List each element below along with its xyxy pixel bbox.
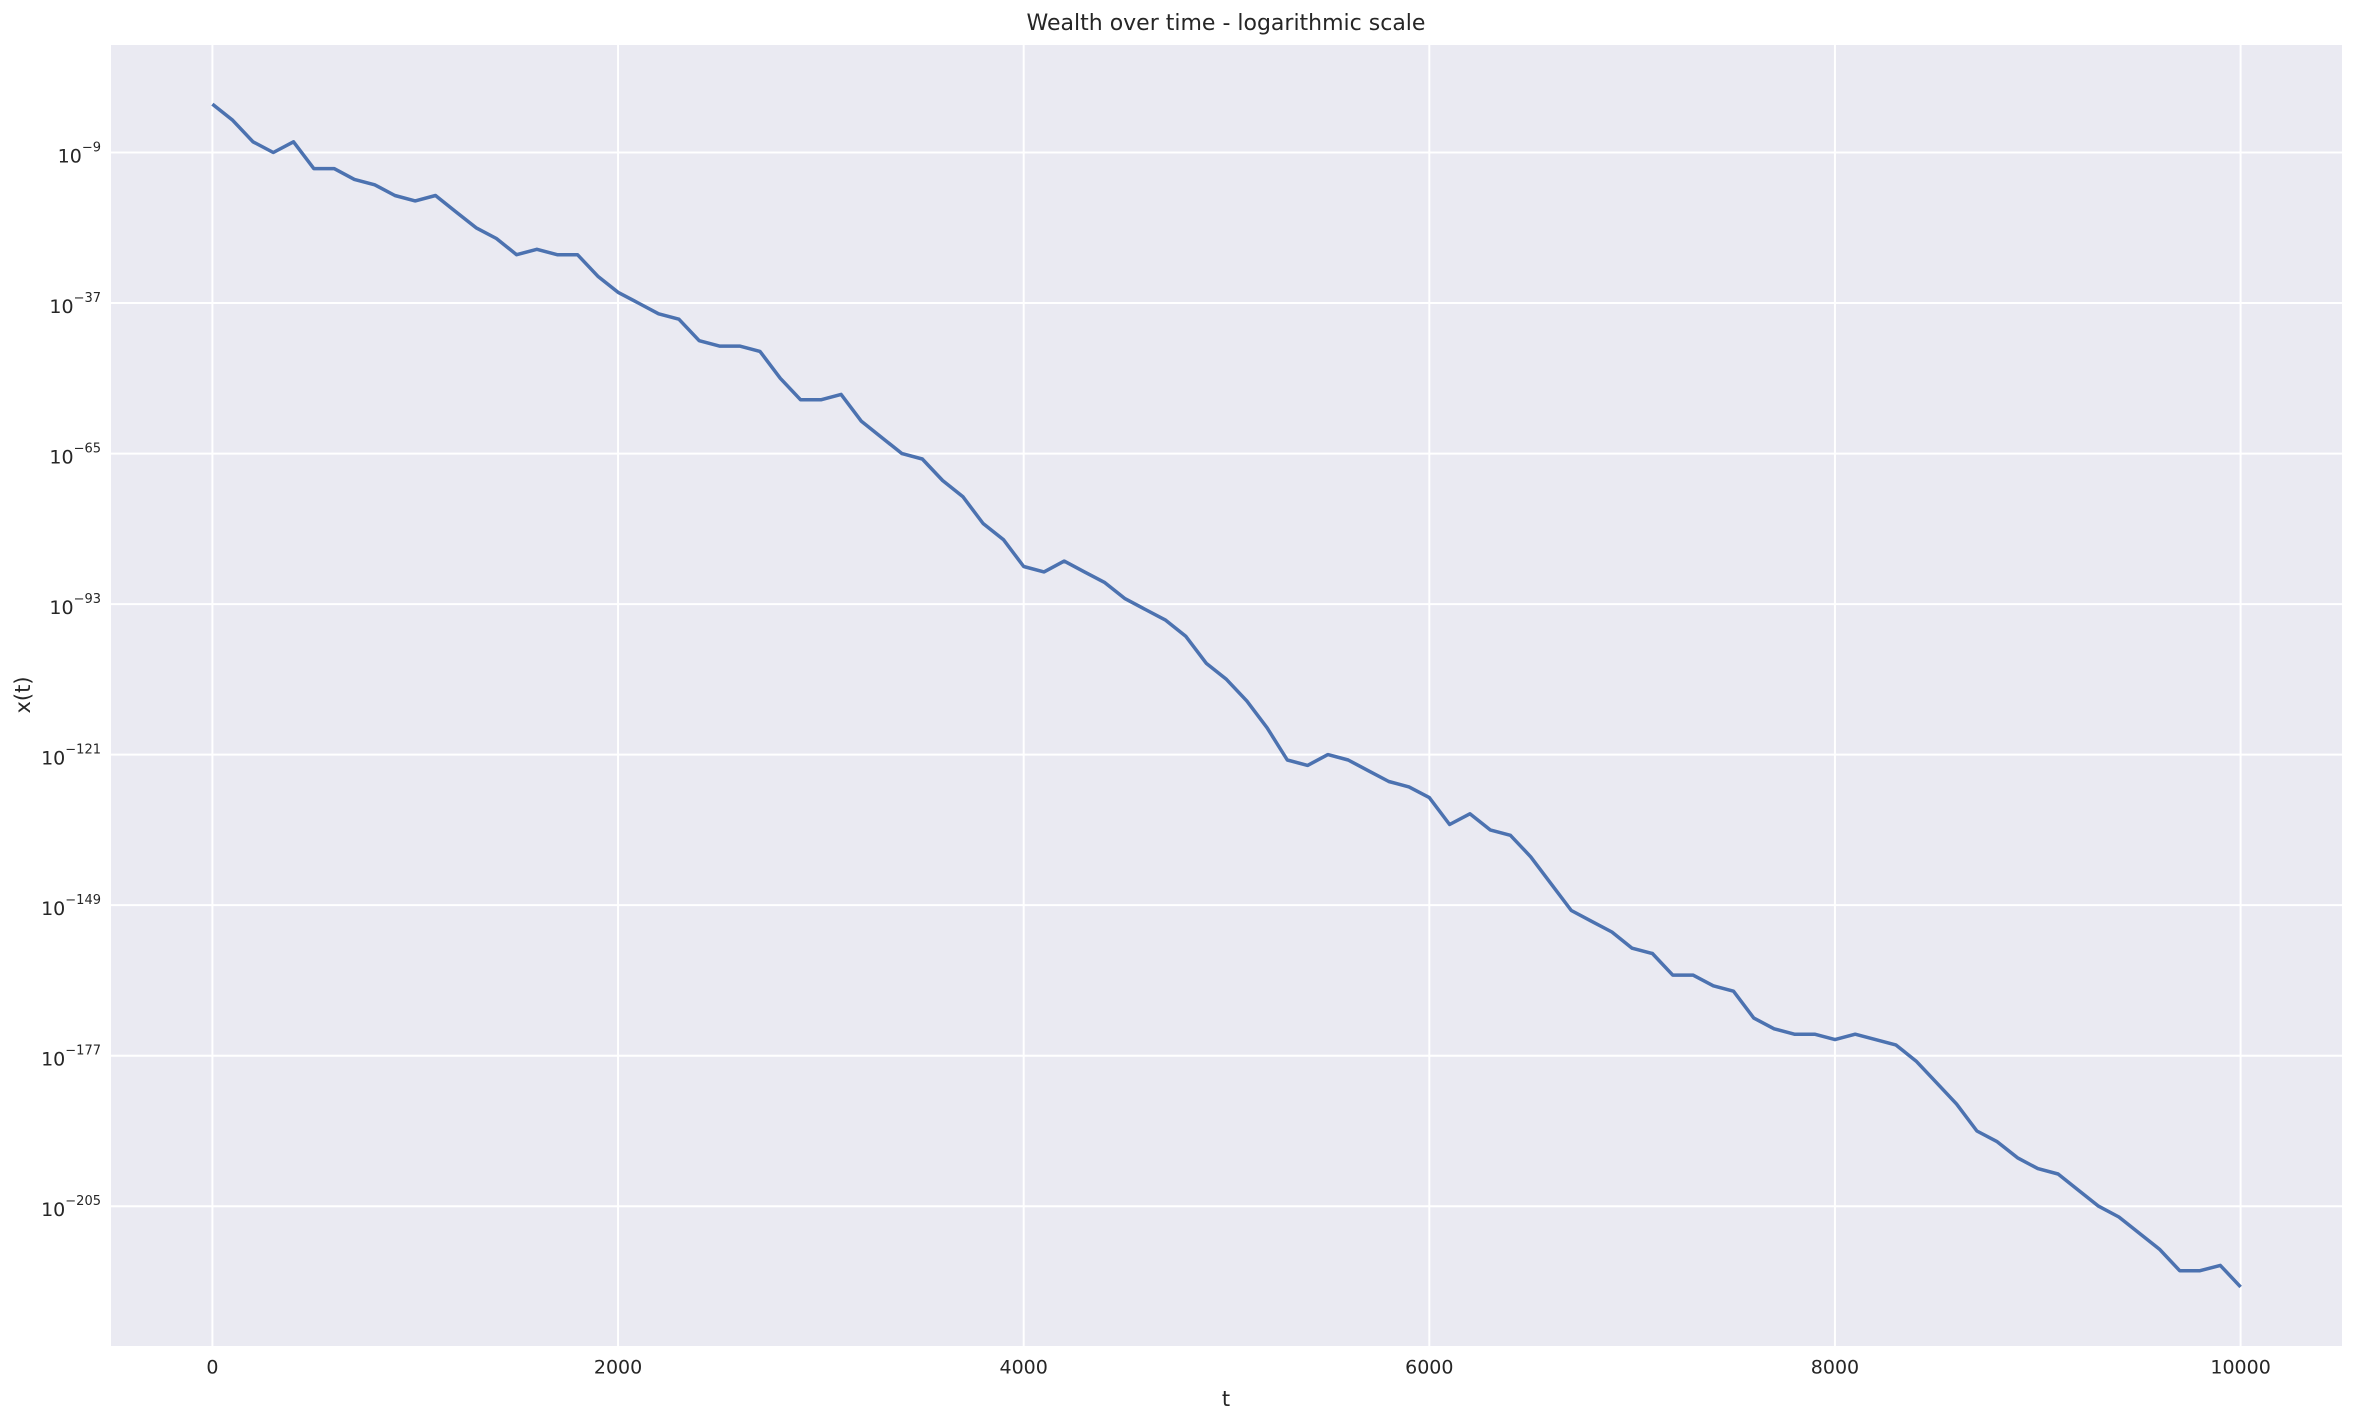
x-tick-label: 4000 — [1000, 1357, 1048, 1379]
x-tick-label: 6000 — [1405, 1357, 1453, 1379]
grid — [111, 45, 2342, 1346]
y-tick-label: 10−121 — [41, 742, 101, 769]
y-tick-label: 10−9 — [58, 140, 101, 167]
x-axis-label: t — [1222, 1387, 1230, 1411]
x-tick-label: 2000 — [594, 1357, 642, 1379]
x-tick-label: 10000 — [2210, 1357, 2270, 1379]
y-tick-label: 10−205 — [41, 1194, 101, 1221]
plot-area — [111, 45, 2342, 1346]
y-tick-label: 10−65 — [49, 441, 101, 468]
chart-title: Wealth over time - logarithmic scale — [1027, 11, 1426, 36]
y-axis-label: x(t) — [11, 676, 35, 713]
y-tick-label: 10−37 — [49, 291, 101, 318]
y-tick-label: 10−177 — [41, 1043, 101, 1070]
x-tick-label: 8000 — [1811, 1357, 1859, 1379]
y-tick-label: 10−93 — [49, 592, 101, 619]
x-tick-label: 0 — [206, 1357, 218, 1379]
data-line — [211, 102, 2242, 1289]
y-tick-label: 10−149 — [41, 893, 101, 920]
